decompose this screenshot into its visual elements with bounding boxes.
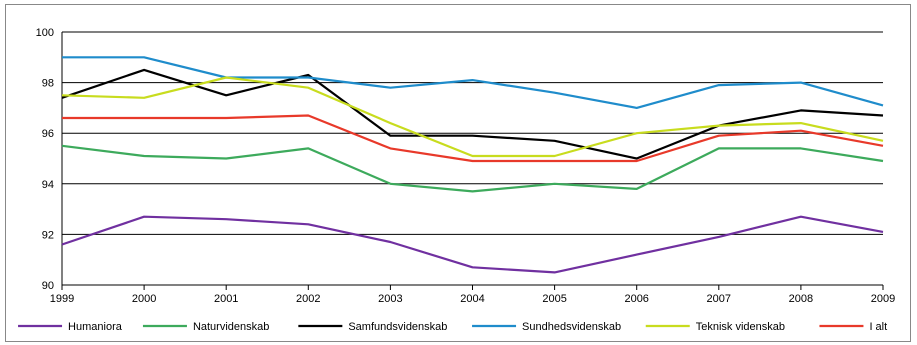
legend-label: Naturvidenskab xyxy=(193,321,269,333)
y-tick-label: 96 xyxy=(42,128,54,140)
legend-item-samfundsvidenskab: Samfundsvidenskab xyxy=(298,321,447,333)
y-tick-label: 100 xyxy=(36,27,54,39)
legend-label: Teknisk videnskab xyxy=(696,321,785,333)
series-lines xyxy=(61,56,884,274)
axes xyxy=(61,32,884,290)
x-tick-label: 1999 xyxy=(50,293,74,305)
legend-item-naturvidenskab: Naturvidenskab xyxy=(142,321,269,333)
legend-item-sundhedsvidenskab: Sundhedsvidenskab xyxy=(472,321,621,333)
x-tick-label: 2008 xyxy=(789,293,813,305)
legend-item-i-alt: I alt xyxy=(819,321,887,333)
y-tick-label: 92 xyxy=(42,229,54,241)
chart-frame: 90 92 94 96 98 100 1999 2000 2001 2002 2003 2004 20… xyxy=(5,4,911,342)
y-tick-labels: 90 92 94 96 98 100 xyxy=(36,27,54,292)
x-tick-label: 2004 xyxy=(460,293,484,305)
series-line-humaniora xyxy=(61,215,884,274)
x-tick-labels: 1999 2000 2001 2002 2003 2004 2005 2006 2007 2008… xyxy=(50,293,895,305)
x-tick-label: 2006 xyxy=(624,293,648,305)
series-line-sundhedsvidenskab xyxy=(62,56,884,110)
y-tick-label: 94 xyxy=(42,179,54,191)
series-line-teknisk-videnskab xyxy=(61,76,884,158)
series-line-i-alt xyxy=(62,114,884,163)
x-tick-label: 2003 xyxy=(378,293,402,305)
x-tick-label: 2002 xyxy=(296,293,320,305)
legend-label: Samfundsvidenskab xyxy=(348,321,447,333)
y-tick-label: 90 xyxy=(42,280,54,292)
legend-item-teknisk-videnskab: Teknisk videnskab xyxy=(645,321,785,333)
legend-label: I alt xyxy=(869,321,887,333)
y-tick-label: 98 xyxy=(42,78,54,90)
legend-label: Sundhedsvidenskab xyxy=(522,321,621,333)
x-tick-label: 2009 xyxy=(871,293,895,305)
series-line-naturvidenskab xyxy=(61,144,884,193)
legend-label: Humaniora xyxy=(68,321,123,333)
x-tick-label: 2000 xyxy=(132,293,156,305)
legend-item-humaniora: Humaniora xyxy=(18,321,123,333)
gridlines xyxy=(62,31,883,235)
series-line-samfundsvidenskab xyxy=(61,68,884,160)
line-chart: 90 92 94 96 98 100 1999 2000 2001 2002 2003 2004 20… xyxy=(18,27,895,333)
x-tick-label: 2001 xyxy=(214,293,238,305)
x-tick-label: 2005 xyxy=(542,293,566,305)
legend: Humaniora Naturvidenskab Samfundsvidenskab… xyxy=(18,321,887,333)
x-tick-label: 2007 xyxy=(707,293,731,305)
